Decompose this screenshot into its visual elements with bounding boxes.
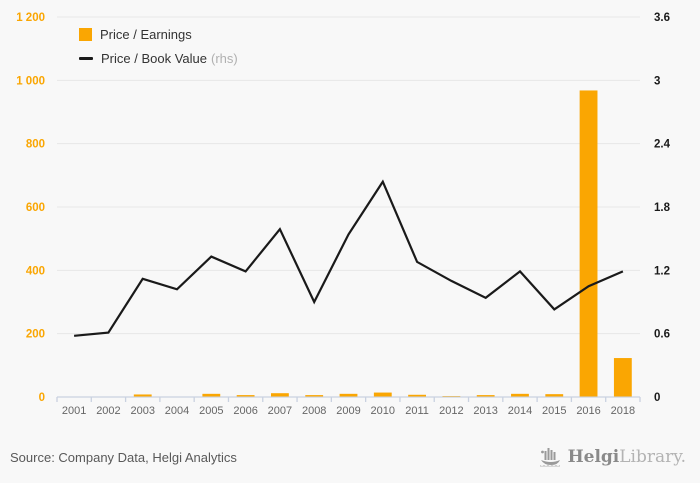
bar-2010 [373,392,392,397]
x-axis-label-2010: 2010 [371,405,395,417]
bar-2006 [236,395,255,397]
x-axis-label-2013: 2013 [473,405,497,417]
bar-2014 [511,393,529,397]
x-axis-label-2016: 2016 [576,405,600,417]
x-axis-label-2005: 2005 [199,405,223,417]
right-axis-tick-label: 3.6 [654,12,670,24]
right-axis-tick-label: 0 [654,392,660,404]
x-axis-label-2009: 2009 [336,405,360,417]
bar-2015 [545,394,564,397]
chart-legend: Price / Earnings Price / Book Value (rhs) [79,27,238,66]
line-swatch-icon [79,57,93,60]
bar-2009 [339,393,358,397]
right-axis-tick-label: 1.2 [654,265,670,277]
x-axis-label-2018: 2018 [611,405,635,417]
x-axis-label-2004: 2004 [165,405,189,417]
bar-2016 [579,90,598,397]
x-axis-label-2006: 2006 [233,405,257,417]
bar-2003 [133,394,152,397]
bar-2005 [202,393,221,397]
chart-footer: Source: Company Data, Helgi Analytics He… [0,438,700,483]
left-axis-tick-label: 1 200 [16,12,45,24]
x-axis-label-2014: 2014 [508,405,532,417]
left-axis-tick-label: 200 [26,329,45,341]
x-axis-label-2012: 2012 [439,405,463,417]
left-axis-tick-label: 400 [26,265,45,277]
x-axis-label-2008: 2008 [302,405,326,417]
legend-suffix-rhs: (rhs) [210,51,238,66]
left-axis-tick-label: 1 000 [16,75,45,87]
x-axis-label-2002: 2002 [96,405,120,417]
legend-label: Price / Earnings [100,27,192,42]
legend-label: Price / Book Value (rhs) [101,51,238,66]
chart-canvas: 0 0 200 0.6 400 1.2 600 1.8 800 2.4 1 000 3 1 200 3.6… [16,12,671,417]
right-axis-tick-label: 2.4 [654,139,671,151]
x-axis-label-2003: 2003 [130,405,154,417]
x-axis-label-2001: 2001 [62,405,86,417]
viking-ship-icon [539,448,560,467]
source-note: Source: Company Data, Helgi Analytics [10,450,237,465]
right-axis-tick-label: 1.8 [654,202,671,214]
left-axis-tick-label: 800 [26,139,45,151]
right-axis-tick-label: 3 [654,75,660,87]
combo-chart: 0 0 200 0.6 400 1.2 600 1.8 800 2.4 1 000 3 1 200 3.6… [16,12,671,417]
bar-2008 [305,395,324,397]
logo-text: HelgiLibrary. [567,447,686,467]
legend-item-price-book-value: Price / Book Value (rhs) [79,51,238,66]
bar-2018 [613,358,632,397]
left-axis-tick-label: 600 [26,202,45,214]
x-axis-label-2011: 2011 [405,405,429,417]
bar-2013 [476,395,495,397]
left-axis-tick-label: 0 [39,392,45,404]
price-book-value-line [73,179,624,337]
x-axis-label-2015: 2015 [542,405,566,417]
bar-2011 [408,394,427,397]
legend-item-price-earnings: Price / Earnings [79,27,238,42]
helgi-library-logo: HelgiLibrary. [539,446,686,468]
bar-2007 [270,393,289,397]
bar-swatch-icon [79,28,92,41]
right-axis-tick-label: 0.6 [654,329,670,341]
x-axis-label-2007: 2007 [268,405,292,417]
